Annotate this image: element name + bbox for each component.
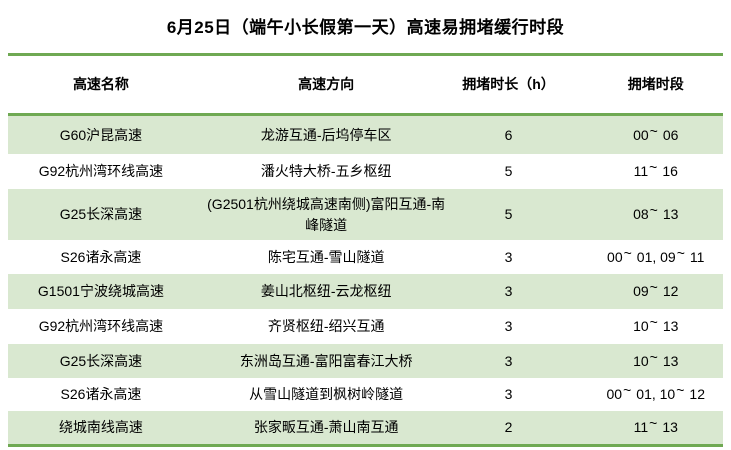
congestion-table: 高速名称 高速方向 拥堵时长（h） 拥堵时段 G60沪昆高速 龙游互通-后坞停车…	[8, 53, 723, 447]
table-body: G60沪昆高速 龙游互通-后坞停车区 6 00~ 06 G92杭州湾环线高速 潘火…	[8, 116, 723, 444]
table-row: S26诸永高速 从雪山隧道到枫树岭隧道 3 00~ 01, 10~ 12	[8, 378, 723, 411]
table-row: G25长深高速 东洲岛互通-富阳富春江大桥 3 10~ 13	[8, 344, 723, 378]
cell-duration: 5	[504, 206, 513, 223]
cell-direction: (G2501杭州绕城高速南侧)富阳互通-南峰隧道	[207, 196, 446, 233]
table-row: G1501宁波绕城高速 姜山北枢纽-云龙枢纽 3 09~ 12	[8, 274, 723, 309]
col-header-duration: 拥堵时长（h）	[462, 76, 555, 93]
cell-period: 10~ 13	[633, 348, 679, 369]
cell-highway-name: S26诸永高速	[60, 248, 142, 265]
cell-period: 11~ 16	[633, 159, 678, 180]
cell-direction: 东洲岛互通-富阳富春江大桥	[239, 352, 413, 369]
cell-duration: 5	[504, 163, 513, 180]
table-row: G92杭州湾环线高速 潘火特大桥-五乡枢纽 5 11~ 16	[8, 154, 723, 189]
cell-duration: 3	[504, 318, 513, 335]
table-row: S26诸永高速 陈宅互通-雪山隧道 3 00~ 01, 09~ 11	[8, 240, 723, 274]
col-header-period: 拥堵时段	[627, 76, 684, 93]
table-header-row: 高速名称 高速方向 拥堵时长（h） 拥堵时段	[8, 56, 723, 116]
table-row: G25长深高速 (G2501杭州绕城高速南侧)富阳互通-南峰隧道 5 08~ 13	[8, 189, 723, 240]
cell-direction: 姜山北枢纽-云龙枢纽	[260, 283, 392, 300]
cell-period: 11~ 13	[633, 415, 678, 436]
cell-period: 00~ 06	[633, 122, 679, 143]
cell-period: 09~ 12	[633, 279, 679, 300]
cell-duration: 6	[504, 126, 513, 143]
cell-period: 00~ 01, 10~ 12	[606, 382, 705, 403]
cell-direction: 龙游互通-后坞停车区	[260, 126, 392, 143]
cell-highway-name: G92杭州湾环线高速	[38, 318, 164, 335]
table-row: G60沪昆高速 龙游互通-后坞停车区 6 00~ 06	[8, 116, 723, 154]
cell-highway-name: G25长深高速	[59, 352, 143, 369]
cell-highway-name: S26诸永高速	[60, 386, 142, 403]
cell-period: 10~ 13	[633, 314, 679, 335]
cell-duration: 3	[504, 352, 513, 369]
cell-direction: 张家畈互通-萧山南互通	[253, 419, 399, 436]
cell-duration: 3	[504, 386, 513, 403]
table-row: G92杭州湾环线高速 齐贤枢纽-绍兴互通 3 10~ 13	[8, 309, 723, 344]
cell-duration: 2	[504, 419, 513, 436]
cell-highway-name: 绕城南线高速	[58, 419, 143, 436]
cell-highway-name: G60沪昆高速	[59, 126, 143, 143]
cell-direction: 从雪山隧道到枫树岭隧道	[249, 386, 404, 403]
cell-direction: 陈宅互通-雪山隧道	[267, 248, 385, 265]
cell-duration: 3	[504, 248, 513, 265]
col-header-highway-name: 高速名称	[72, 76, 129, 93]
cell-period: 00~ 01, 09~ 11	[607, 244, 705, 265]
page-title: 6月25日（端午小长假第一天）高速易拥堵缓行时段	[166, 18, 565, 37]
table-row: 绕城南线高速 张家畈互通-萧山南互通 2 11~ 13	[8, 411, 723, 444]
cell-direction: 齐贤枢纽-绍兴互通	[267, 318, 385, 335]
cell-highway-name: G25长深高速	[59, 206, 143, 223]
cell-duration: 3	[504, 283, 513, 300]
col-header-direction: 高速方向	[298, 76, 355, 93]
cell-period: 08~ 13	[633, 202, 679, 223]
cell-direction: 潘火特大桥-五乡枢纽	[260, 163, 392, 180]
cell-highway-name: G1501宁波绕城高速	[37, 283, 164, 300]
cell-highway-name: G92杭州湾环线高速	[38, 163, 164, 180]
